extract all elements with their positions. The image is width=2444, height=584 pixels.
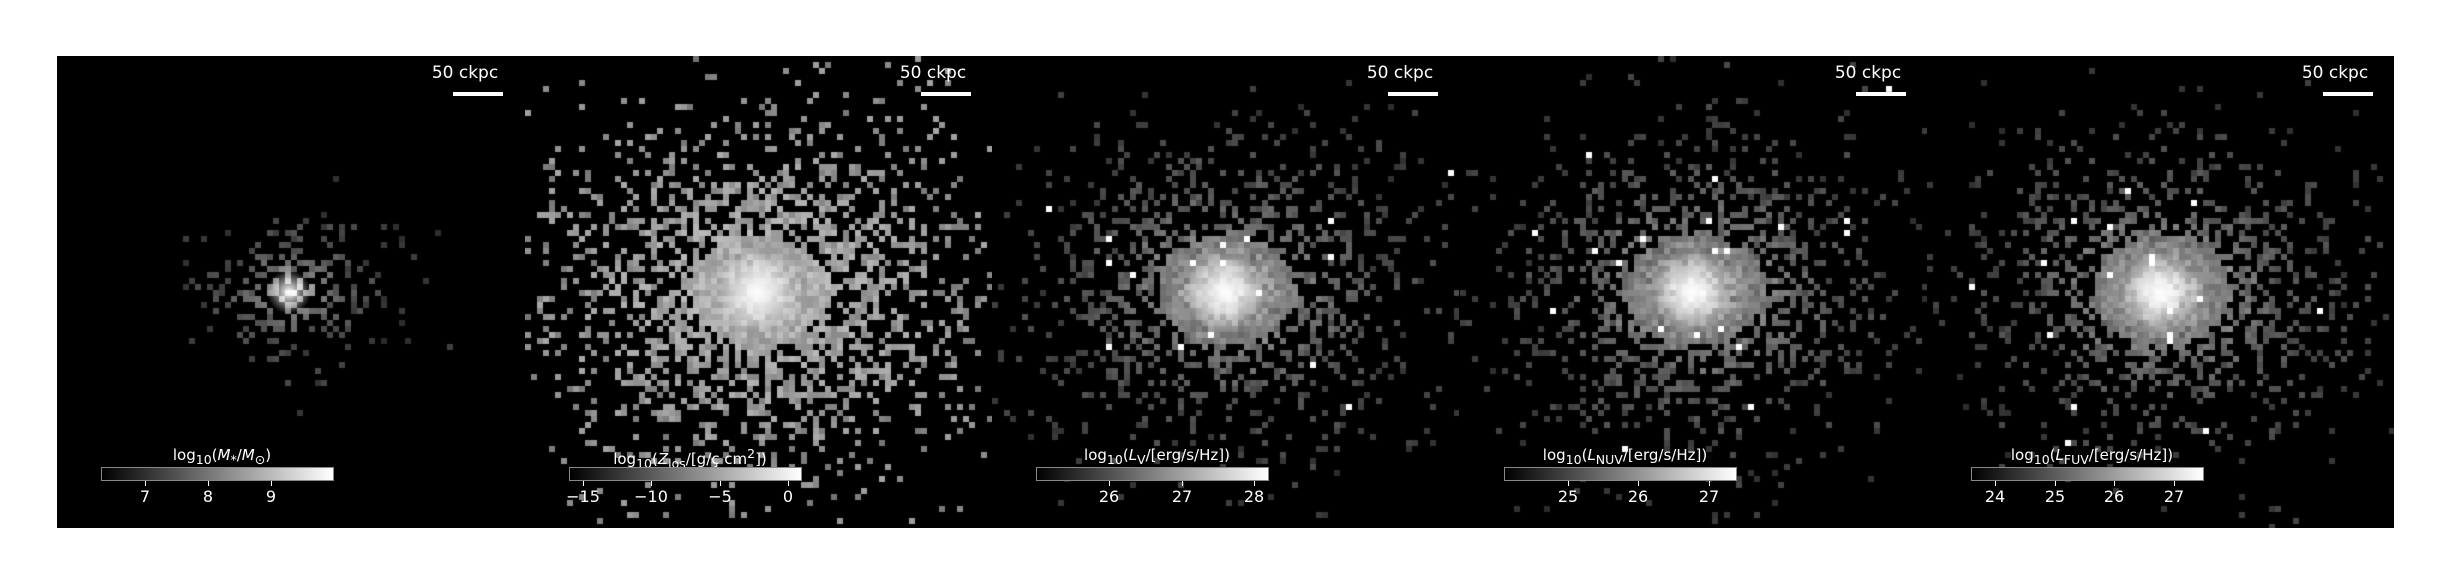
- colorbar-tick-label: 26: [1627, 487, 1649, 506]
- colorbar-tick-label: 26: [2103, 487, 2125, 506]
- colorbar-tick-label: −15: [566, 487, 600, 506]
- colorbar-tick: [145, 481, 146, 486]
- panel-v-band-luminosity: 50 ckpc log10(LV/[erg/s/Hz]) 26 27 28: [992, 56, 1459, 528]
- colorbar-tick: [788, 481, 789, 486]
- colorbar-label: log10(LV/[erg/s/Hz]): [1084, 446, 1230, 467]
- colorbar-tick: [1709, 481, 1710, 486]
- colorbar-tick-label: 9: [265, 487, 277, 506]
- scalebar-line: [1388, 92, 1438, 96]
- colorbar: [569, 467, 802, 481]
- colorbar-label: log10(LFUV/[erg/s/Hz]): [2010, 446, 2174, 467]
- colorbar-label: log10(LNUV/[erg/s/Hz]): [1542, 446, 1708, 467]
- scalebar-line: [453, 92, 503, 96]
- colorbar-tick-label: 8: [202, 487, 214, 506]
- colorbar-tick-label: 25: [1557, 487, 1579, 506]
- colorbar-tick: [651, 481, 652, 486]
- colorbar-tick-label: 25: [2044, 487, 2066, 506]
- panel-stellar-mass: 50 ckpc log10(M*/M⊙) 7 8 9: [57, 56, 524, 528]
- colorbar-tick-label: 0: [782, 487, 794, 506]
- scalebar-label: 50 ckpc: [2301, 63, 2369, 83]
- colorbar-tick: [271, 481, 272, 486]
- colorbar-tick: [1254, 481, 1255, 486]
- colorbar-tick-label: 26: [1098, 487, 1120, 506]
- map-image: [1927, 56, 2394, 528]
- scalebar-label: 50 ckpc: [1834, 63, 1902, 83]
- colorbar-tick: [1568, 481, 1569, 486]
- figure-strip: 50 ckpc log10(M*/M⊙) 7 8 9 50 ckpc log10(Zlos/…: [57, 56, 2394, 528]
- map-image: [57, 56, 524, 528]
- map-image: [1460, 56, 1927, 528]
- colorbar-label: log10(M*/M⊙): [172, 446, 272, 467]
- colorbar-tick: [720, 481, 721, 486]
- scalebar-line: [2323, 92, 2373, 96]
- colorbar-tick: [2114, 481, 2115, 486]
- map-image: [992, 56, 1459, 528]
- colorbar-tick: [2055, 481, 2056, 486]
- colorbar-tick-label: −10: [634, 487, 668, 506]
- colorbar-tick: [1182, 481, 1183, 486]
- scalebar-label: 50 ckpc: [899, 63, 967, 83]
- scalebar-label: 50 ckpc: [431, 63, 499, 83]
- colorbar: [1504, 467, 1737, 481]
- panel-metallicity: 50 ckpc log10(Zlos/[g/ç cm2]) −15 −10 −5 0: [525, 56, 992, 528]
- scalebar-line: [921, 92, 971, 96]
- colorbar-tick-label: −5: [708, 487, 732, 506]
- colorbar: [101, 467, 334, 481]
- colorbar-tick: [1638, 481, 1639, 486]
- colorbar: [1036, 467, 1269, 481]
- scalebar-line: [1856, 92, 1906, 96]
- colorbar-tick: [1109, 481, 1110, 486]
- colorbar-tick: [1995, 481, 1996, 486]
- colorbar: [1971, 467, 2204, 481]
- colorbar-tick: [2174, 481, 2175, 486]
- panel-fuv-luminosity: 50 ckpc log10(LFUV/[erg/s/Hz]) 24 25 26 27: [1927, 56, 2394, 528]
- scalebar-label: 50 ckpc: [1366, 63, 1434, 83]
- colorbar-tick-label: 27: [2163, 487, 2185, 506]
- panel-nuv-luminosity: 50 ckpc log10(LNUV/[erg/s/Hz]) 25 26 27: [1460, 56, 1927, 528]
- colorbar-tick-label: 7: [139, 487, 151, 506]
- colorbar-tick-label: 24: [1984, 487, 2006, 506]
- colorbar-tick: [208, 481, 209, 486]
- map-image: [525, 56, 992, 528]
- colorbar-tick-label: 27: [1171, 487, 1193, 506]
- colorbar-tick: [583, 481, 584, 486]
- colorbar-tick-label: 27: [1698, 487, 1720, 506]
- colorbar-tick-label: 28: [1243, 487, 1265, 506]
